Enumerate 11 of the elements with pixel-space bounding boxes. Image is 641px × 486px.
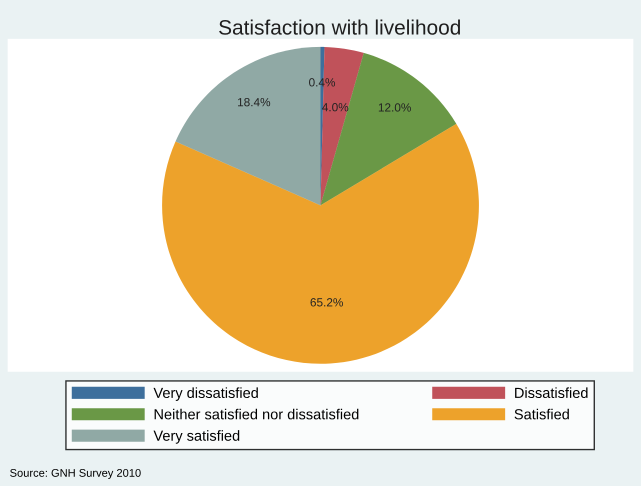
legend-label: Dissatisfied — [515, 387, 588, 398]
legend-label: Neither satisfied nor dissatisfied — [154, 408, 358, 420]
legend-label: Satisfied — [514, 408, 569, 420]
legend-label: Very dissatisfied — [154, 387, 258, 401]
legend-label: Very satisfied — [154, 430, 240, 444]
data-label: 18.4% — [238, 98, 270, 106]
pie-slice — [162, 124, 479, 364]
data-label: 12.0% — [378, 103, 411, 112]
data-label: 65.2% — [310, 298, 343, 307]
chart-title: Satisfaction with livelihood — [219, 19, 460, 35]
source-note: Source: GNH Survey 2010 — [10, 468, 141, 480]
